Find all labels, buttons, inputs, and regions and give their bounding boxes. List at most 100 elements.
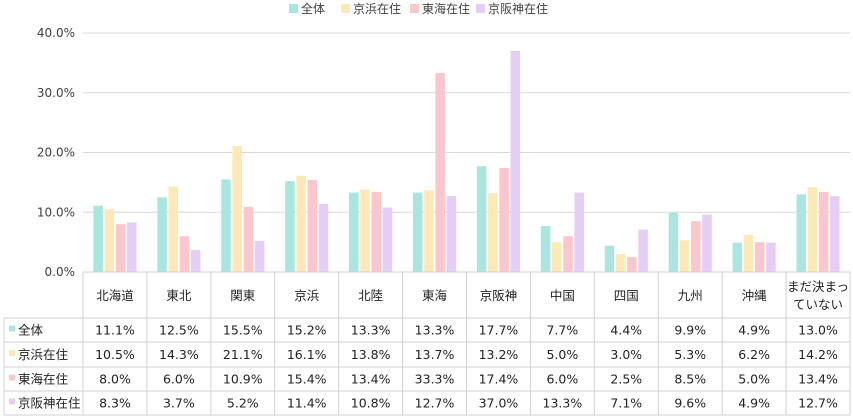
bar-6-0 <box>476 166 487 272</box>
bar-1-3 <box>190 249 201 272</box>
table-cell-2-11: 13.4% <box>798 372 838 387</box>
bar-4-0 <box>349 192 359 272</box>
table-cell-3-11: 12.7% <box>798 396 838 411</box>
table-cell-1-8: 3.0% <box>610 347 642 362</box>
bar-0-3 <box>127 222 137 272</box>
table-cell-1-7: 5.0% <box>546 347 578 362</box>
table-cell-3-1: 3.7% <box>163 396 195 411</box>
bar-10-3 <box>766 242 776 272</box>
table-cell-2-9: 8.5% <box>674 372 706 387</box>
row-label-3: 京阪神在住 <box>18 396 81 411</box>
bar-4-1 <box>360 189 370 272</box>
bar-7-1 <box>552 242 562 272</box>
bar-2-0 <box>221 179 231 272</box>
legend-swatch-0 <box>289 4 298 13</box>
bar-8-1 <box>615 254 626 272</box>
table-cell-2-0: 8.0% <box>99 372 131 387</box>
category-label-8: 四国 <box>614 288 639 303</box>
table-cell-1-0: 10.5% <box>95 347 135 362</box>
category-label-2: 関東 <box>230 288 256 303</box>
table-cell-2-3: 15.4% <box>287 372 327 387</box>
bar-10-0 <box>732 242 743 272</box>
table-cell-2-7: 6.0% <box>546 372 578 387</box>
bar-1-0 <box>157 197 167 272</box>
bar-1-2 <box>179 236 190 272</box>
row-swatch-2 <box>9 374 15 381</box>
bar-10-1 <box>743 234 754 272</box>
row-swatch-0 <box>9 325 15 332</box>
bar-3-3 <box>318 203 329 272</box>
bar-0-0 <box>93 205 103 272</box>
bar-6-1 <box>488 193 498 272</box>
legend-swatch-3 <box>476 4 485 13</box>
table-cell-0-2: 15.5% <box>223 323 263 338</box>
legend-label-0: 全体 <box>301 1 325 16</box>
bars <box>93 50 840 272</box>
table-cell-0-10: 4.9% <box>738 323 770 338</box>
category-label-7: 中国 <box>550 288 575 303</box>
bar-11-0 <box>796 194 806 272</box>
table-cell-1-5: 13.7% <box>415 347 455 362</box>
bar-8-2 <box>627 257 637 272</box>
bar-9-3 <box>702 214 712 272</box>
row-label-0: 全体 <box>18 323 44 338</box>
bar-3-0 <box>285 181 295 272</box>
bar-0-2 <box>115 224 126 272</box>
bar-2-2 <box>243 206 254 272</box>
legend-label-3: 京阪神在住 <box>488 2 548 16</box>
table-cell-1-2: 21.1% <box>223 347 263 362</box>
bar-5-0 <box>412 192 423 272</box>
bar-9-2 <box>691 221 701 272</box>
category-label-10: 沖縄 <box>742 288 768 303</box>
table-cell-2-4: 13.4% <box>351 372 391 387</box>
table-cell-1-3: 16.1% <box>287 347 327 362</box>
table-cell-1-9: 5.3% <box>674 347 706 362</box>
table-cell-3-7: 13.3% <box>543 396 583 411</box>
bar-7-0 <box>540 225 551 272</box>
table-cell-1-1: 14.3% <box>159 347 199 362</box>
table-cell-0-1: 12.5% <box>159 323 199 338</box>
bar-9-1 <box>679 240 690 272</box>
bar-6-3 <box>510 50 521 272</box>
bar-8-3 <box>638 229 648 272</box>
category-label-9: 九州 <box>678 288 703 303</box>
table-cell-3-4: 10.8% <box>351 396 391 411</box>
bar-2-3 <box>254 240 265 272</box>
table-cell-1-10: 6.2% <box>738 347 770 362</box>
y-tick-label-1: 10.0% <box>37 205 75 219</box>
bar-1-1 <box>168 186 179 272</box>
row-swatch-3 <box>9 398 15 405</box>
bar-11-2 <box>818 191 829 272</box>
table-cell-2-10: 5.0% <box>738 372 770 387</box>
table-cell-0-0: 11.1% <box>95 323 135 338</box>
table-cell-3-3: 11.4% <box>287 396 327 411</box>
category-label-11-line0: まだ決まっ <box>787 279 849 294</box>
category-label-3: 京浜 <box>294 288 319 303</box>
bar-11-3 <box>830 196 840 272</box>
table-cell-3-2: 5.2% <box>227 396 259 411</box>
table-cell-1-4: 13.8% <box>351 347 391 362</box>
table-cell-2-2: 10.9% <box>223 372 263 387</box>
bar-6-2 <box>499 168 509 272</box>
bar-5-2 <box>435 73 445 272</box>
legend-label-1: 京浜在住 <box>353 2 401 16</box>
legend-swatch-2 <box>410 4 419 13</box>
bar-10-2 <box>754 242 765 272</box>
bar-3-2 <box>307 179 318 272</box>
category-label-0: 北海道 <box>96 288 134 303</box>
table-cell-1-11: 14.2% <box>798 347 838 362</box>
table-cell-2-5: 33.3% <box>415 372 455 387</box>
y-tick-label-2: 20.0% <box>37 146 75 160</box>
bar-2-1 <box>232 145 242 272</box>
table-cell-0-11: 13.0% <box>798 323 838 338</box>
bar-4-3 <box>382 207 393 272</box>
y-axis: 0.0% 10.0% 20.0% 30.0% 40.0% <box>37 26 75 279</box>
y-tick-label-0: 0.0% <box>45 265 76 279</box>
table-cell-2-6: 17.4% <box>479 372 519 387</box>
table-cell-3-8: 7.1% <box>610 396 642 411</box>
legend-label-2: 東海在住 <box>422 1 470 16</box>
row-swatch-1 <box>9 350 15 356</box>
table-cell-2-8: 2.5% <box>610 372 642 387</box>
table-cell-2-1: 6.0% <box>163 372 195 387</box>
